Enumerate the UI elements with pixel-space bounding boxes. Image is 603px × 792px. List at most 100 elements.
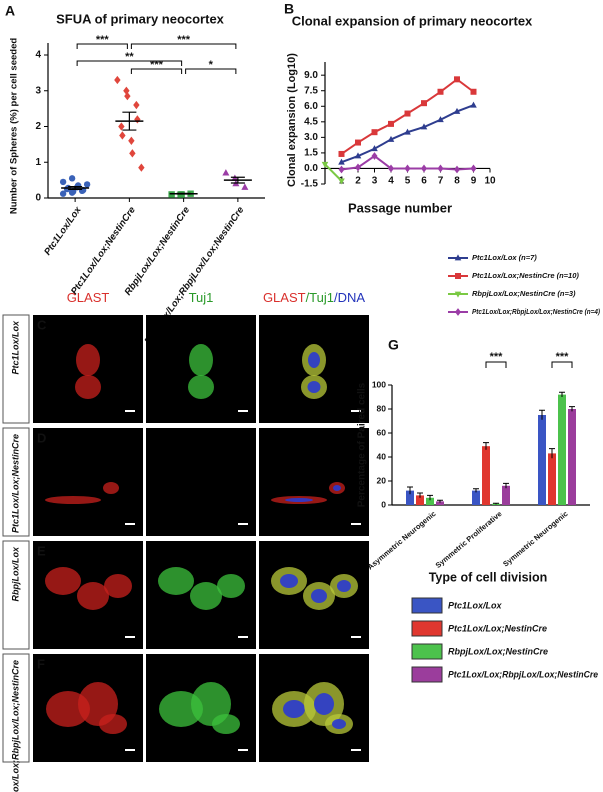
legend-swatch [411,597,443,614]
y-tick-label: 0 [35,193,41,204]
column-header: GLAST/Tuj1/DNA [263,290,365,305]
nucleus [308,352,320,368]
data-point [371,145,378,152]
significance-label: *** [490,351,504,363]
error-bar [176,192,191,195]
x-tick-label: 7 [438,176,444,187]
nucleus [307,381,321,393]
legend-label: RbpjLox/Lox;NestinCre (n=3) [472,289,576,298]
significance-label: ** [125,51,134,63]
data-point [437,116,444,123]
data-point [470,101,477,108]
nucleus [285,498,313,502]
data-point [454,165,460,174]
legend-label: Ptc1Lox/Lox (n=7) [472,253,537,262]
row-label-box [2,540,30,650]
cell [189,344,213,376]
cell [217,574,245,598]
x-tick-label: 4 [388,176,394,187]
nucleus [332,719,346,729]
significance-label: *** [177,34,191,46]
data-point [338,150,345,157]
x-axis-label: Type of cell division [429,570,548,584]
bar [502,485,510,505]
micrograph [33,428,143,536]
data-point [453,107,461,114]
y-tick-label: 2 [35,121,41,132]
data-point [338,158,345,165]
data-point [114,75,121,85]
cell [45,496,101,504]
nucleus [333,485,341,491]
legend-marker [455,308,461,316]
data-point [404,128,411,135]
bar [548,453,556,505]
legend-label: RbpjLox/Lox;NestinCre [448,646,548,656]
panel-letter: G [388,337,399,353]
panel-letter: E [37,543,46,558]
data-point [437,88,444,95]
error-bar [473,488,479,493]
micrograph [146,428,256,536]
data-point [388,164,394,173]
data-point [388,120,394,127]
bar [416,495,424,505]
significance-bracket [76,43,128,49]
legend-swatch [411,666,443,683]
y-tick-label: 4 [35,50,41,61]
error-bar [407,486,413,495]
data-point [68,175,76,182]
x-tick-label: 2 [355,176,361,187]
bar [482,446,490,505]
data-point [118,122,125,131]
y-tick-label: 1.5 [304,148,318,159]
x-axis-label: Passage number [348,200,452,215]
error-bar [68,185,83,191]
data-point [138,163,145,172]
bar [538,415,546,505]
data-point [421,164,427,173]
row-label: Ptc1Lox/Lox [10,320,20,375]
column-header-part: Tuj1 [189,290,214,305]
significance-bracket [551,361,573,368]
bar [558,394,566,505]
data-point [354,152,362,159]
bar [406,490,414,505]
panel-letter: C [37,317,47,332]
cell [212,714,240,734]
panel-letter: D [37,430,46,445]
error-bar [230,176,245,184]
cell [99,714,127,734]
x-tick-label: Symmetric Proliferative [434,509,504,570]
legend-marker [454,291,462,298]
significance-bracket [130,43,237,49]
y-tick-label: 80 [377,403,387,413]
panel-letter: A [5,3,15,19]
data-point [421,100,427,107]
row-label-box [2,427,30,537]
row-label: Ptc1Lox/Lox;NestinCre [10,434,20,533]
x-tick-label: 10 [484,176,496,187]
error-bar [493,502,499,505]
column-header-part: /Tuj1 [306,290,334,305]
data-point [133,100,140,110]
x-tick-label: Asymmetric Neurogenic [366,509,438,571]
bar [426,497,434,505]
nucleus [314,693,334,715]
y-tick-label: 40 [377,451,387,461]
data-point [470,164,477,173]
error-bar [417,492,423,498]
cell [103,482,119,494]
x-tick-label: Ptc1Lox/Lox [42,204,84,257]
data-point [119,131,126,140]
data-point [338,165,345,174]
x-tick-label: 8 [454,176,460,187]
y-tick-label: 7.5 [304,85,318,96]
legend-marker [454,254,462,261]
data-point [420,123,428,130]
legend-label: Ptc1Lox/Lox;NestinCre [448,623,547,633]
error-bar [539,409,545,420]
significance-label: * [209,59,214,71]
row-label-box [2,653,30,763]
